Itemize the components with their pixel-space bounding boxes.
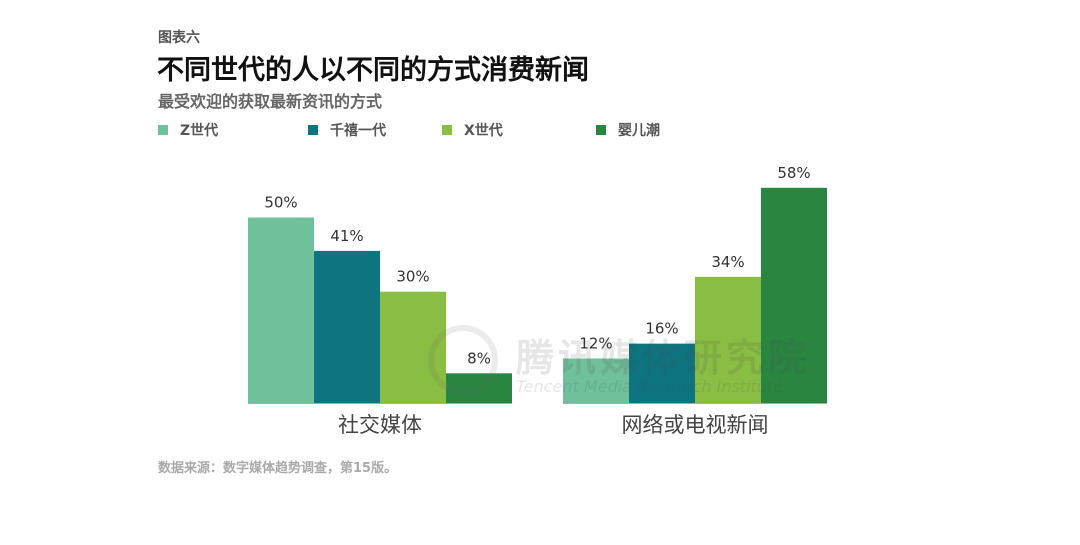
legend-swatch-millennials [308, 125, 318, 135]
legend-label-gen-z: Z世代 [180, 123, 219, 139]
legend: Z世代 千禧一代 X世代 婴儿潮 [158, 120, 758, 144]
bar-social-media-boomers [446, 373, 512, 403]
legend-label-boomers: 婴儿潮 [618, 123, 660, 139]
data-label-social-media-boomers: 8% [467, 349, 491, 367]
legend-item-boomers: 婴儿潮 [596, 120, 660, 140]
source-note: 数据来源：数字媒体趋势调查，第15版。 [158, 461, 398, 476]
legend-swatch-gen-x [442, 125, 452, 135]
bar-social-media-gen-z [248, 217, 314, 403]
legend-swatch-gen-z [158, 125, 168, 135]
chart-title: 不同世代的人以不同的方式消费新闻 [157, 55, 589, 86]
data-label-social-media-gen-x: 30% [396, 268, 429, 286]
data-label-web-tv-news-gen-z: 12% [579, 334, 612, 352]
category-label-web-tv-news: 网络或电视新闻 [622, 413, 769, 437]
legend-label-millennials: 千禧一代 [330, 123, 386, 139]
data-label-social-media-millennials: 41% [330, 227, 363, 245]
bar-web-tv-news-boomers [761, 187, 827, 403]
bar-web-tv-news-gen-z [563, 358, 629, 403]
data-label-social-media-gen-z: 50% [264, 194, 297, 212]
legend-label-gen-x: X世代 [464, 123, 503, 139]
figure-label: 图表六 [158, 30, 200, 46]
legend-swatch-boomers [596, 125, 606, 135]
data-label-web-tv-news-gen-x: 34% [711, 253, 744, 271]
legend-item-gen-x: X世代 [442, 120, 503, 140]
data-label-web-tv-news-millennials: 16% [645, 320, 678, 338]
legend-item-millennials: 千禧一代 [308, 120, 386, 140]
category-label-social-media: 社交媒体 [338, 413, 422, 437]
bar-social-media-gen-x [380, 291, 446, 403]
data-label-web-tv-news-boomers: 58% [777, 164, 810, 182]
bar-web-tv-news-gen-x [695, 276, 761, 403]
legend-item-gen-z: Z世代 [158, 120, 218, 140]
bar-web-tv-news-millennials [629, 343, 695, 403]
bar-social-media-millennials [314, 250, 380, 403]
chart-subtitle: 最受欢迎的获取最新资讯的方式 [158, 92, 383, 111]
